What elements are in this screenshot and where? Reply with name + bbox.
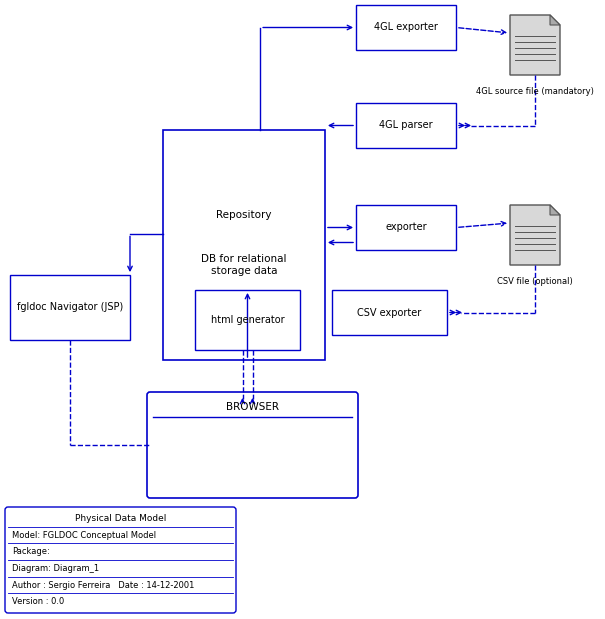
Text: 4GL source file (mandatory): 4GL source file (mandatory) [476, 87, 594, 96]
Text: Model: FGLDOC Conceptual Model: Model: FGLDOC Conceptual Model [12, 530, 156, 540]
Bar [195, 290, 300, 350]
Text: CSV exporter: CSV exporter [358, 308, 422, 318]
Text: fgldoc Navigator (JSP): fgldoc Navigator (JSP) [17, 303, 123, 313]
Text: Physical Data Model: Physical Data Model [75, 514, 166, 523]
Polygon shape [550, 15, 560, 25]
Text: html generator: html generator [211, 315, 284, 325]
FancyBboxPatch shape [147, 392, 358, 498]
Text: Author : Sergio Ferreira   Date : 14-12-2001: Author : Sergio Ferreira Date : 14-12-20… [12, 581, 194, 589]
Text: exporter: exporter [385, 222, 427, 233]
Bar [356, 205, 456, 250]
Bar [10, 275, 130, 340]
Text: 4GL exporter: 4GL exporter [374, 22, 438, 33]
Text: 4GL parser: 4GL parser [379, 121, 433, 131]
Polygon shape [510, 205, 560, 265]
Bar [356, 103, 456, 148]
Text: CSV file (optional): CSV file (optional) [497, 277, 573, 286]
Text: DB for relational
storage data: DB for relational storage data [201, 254, 287, 276]
Text: Diagram: Diagram_1: Diagram: Diagram_1 [12, 564, 99, 573]
Bar [163, 130, 325, 360]
Polygon shape [510, 15, 560, 75]
FancyBboxPatch shape [5, 507, 236, 613]
Bar [356, 5, 456, 50]
Polygon shape [550, 205, 560, 215]
Text: Version : 0.0: Version : 0.0 [12, 597, 64, 606]
Bar [332, 290, 447, 335]
Text: Repository: Repository [216, 210, 272, 220]
Text: BROWSER: BROWSER [226, 402, 279, 412]
Text: Package:: Package: [12, 547, 50, 556]
